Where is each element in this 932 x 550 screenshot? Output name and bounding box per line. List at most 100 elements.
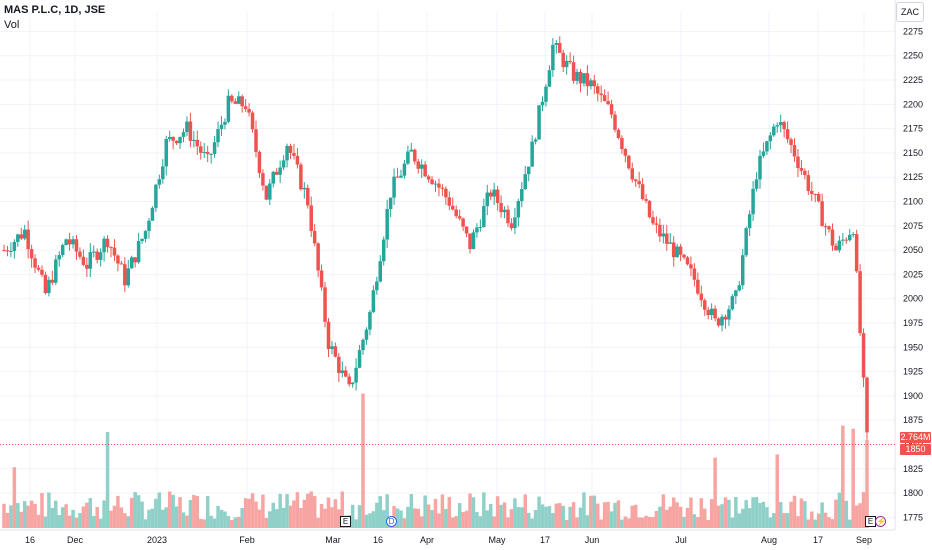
candle-body (637, 181, 641, 185)
volume-bar (302, 499, 307, 528)
volume-bar (385, 494, 389, 528)
volume-bar (361, 393, 365, 528)
volume-bar (102, 500, 106, 528)
candle-body (516, 201, 521, 218)
candle-body (174, 140, 179, 144)
volume-bar (589, 495, 593, 528)
volume-bar (419, 516, 424, 528)
volume-bar (16, 503, 20, 528)
candle-body (488, 192, 493, 197)
volume-bar (309, 491, 313, 528)
candle-body (116, 255, 120, 264)
volume-bar (627, 518, 631, 528)
candle-body (205, 151, 210, 155)
volume-bar (485, 510, 490, 528)
candle-body (444, 188, 448, 198)
candle-body (844, 239, 849, 241)
volume-bar (150, 508, 155, 528)
volume-bar (454, 516, 458, 528)
x-tick-label: Jun (585, 535, 600, 545)
volume-bar (495, 496, 500, 528)
volume-bar (430, 510, 434, 528)
earnings-event-icon[interactable]: E (340, 516, 351, 527)
volume-bar (333, 499, 338, 528)
volume-bar (64, 504, 68, 528)
candle-body (202, 151, 206, 153)
volume-bar (799, 498, 804, 528)
candle-body (758, 155, 762, 180)
volume-bar (416, 508, 420, 528)
volume-bar (696, 517, 700, 528)
volume-bar (154, 498, 158, 528)
volume-bar (295, 492, 300, 528)
volume-bar (433, 498, 438, 528)
candle-body (199, 146, 203, 153)
volume-bar (147, 509, 151, 528)
candle-body (22, 229, 27, 239)
candle-body (419, 164, 424, 169)
volume-bar (765, 507, 769, 528)
candle-body (337, 356, 341, 373)
dividend-event-icon[interactable]: D (386, 516, 397, 527)
volume-bar (713, 457, 717, 528)
candle-body (212, 142, 217, 154)
volume-bar (399, 510, 403, 528)
x-tick-label: 17 (813, 535, 823, 545)
candle-body (740, 255, 745, 286)
candle-body (803, 170, 807, 176)
volume-bar (40, 492, 44, 528)
candle-body (723, 316, 728, 320)
volume-bar (561, 505, 565, 528)
y-tick-label: 2050 (903, 245, 923, 255)
volume-bar (243, 498, 248, 528)
currency-button[interactable]: ZAC (896, 2, 924, 22)
volume-bar (526, 512, 531, 528)
volume-bar (364, 514, 369, 528)
candle-body (716, 318, 721, 326)
volume-bar (157, 492, 162, 528)
candle-body (285, 145, 289, 161)
volume-bar (357, 505, 362, 528)
volume-bar (810, 511, 814, 528)
candle-body (599, 93, 603, 96)
volume-bar (268, 511, 272, 528)
volume-bar (716, 505, 721, 528)
volume-bar (851, 428, 855, 528)
candle-body (658, 224, 662, 237)
candle-body (209, 153, 213, 155)
candle-body (133, 257, 137, 263)
split-event-icon[interactable]: ⚡ (875, 516, 886, 527)
volume-bar (803, 501, 807, 528)
volume-bar (789, 501, 793, 528)
volume-bar (354, 519, 358, 528)
candle-body (95, 251, 99, 260)
y-tick-label: 2225 (903, 75, 923, 85)
candle-body (236, 96, 241, 104)
volume-bar (47, 492, 51, 528)
candle-body (747, 214, 752, 229)
volume-bar (350, 504, 355, 528)
volume-bar (475, 512, 479, 528)
volume-bar (751, 497, 755, 528)
candle-body (520, 189, 524, 202)
volume-bar (209, 515, 213, 528)
y-tick-label: 2250 (903, 51, 923, 61)
candle-body (147, 220, 151, 231)
candle-body (865, 377, 869, 433)
volume-bar (29, 500, 34, 528)
candle-body (395, 176, 400, 178)
volume-bar (257, 509, 262, 528)
volume-bar (844, 500, 849, 528)
volume-bar (740, 508, 745, 528)
volume-bar (226, 516, 231, 528)
volume-bar (658, 506, 662, 528)
x-tick-label: 16 (25, 535, 35, 545)
candle-body (613, 114, 617, 130)
volume-bar (22, 501, 27, 528)
volume-bar (330, 507, 334, 528)
candle-body (323, 287, 327, 322)
volume-bar (630, 505, 635, 528)
volume-bar (699, 498, 704, 528)
volume-bar (219, 509, 224, 528)
